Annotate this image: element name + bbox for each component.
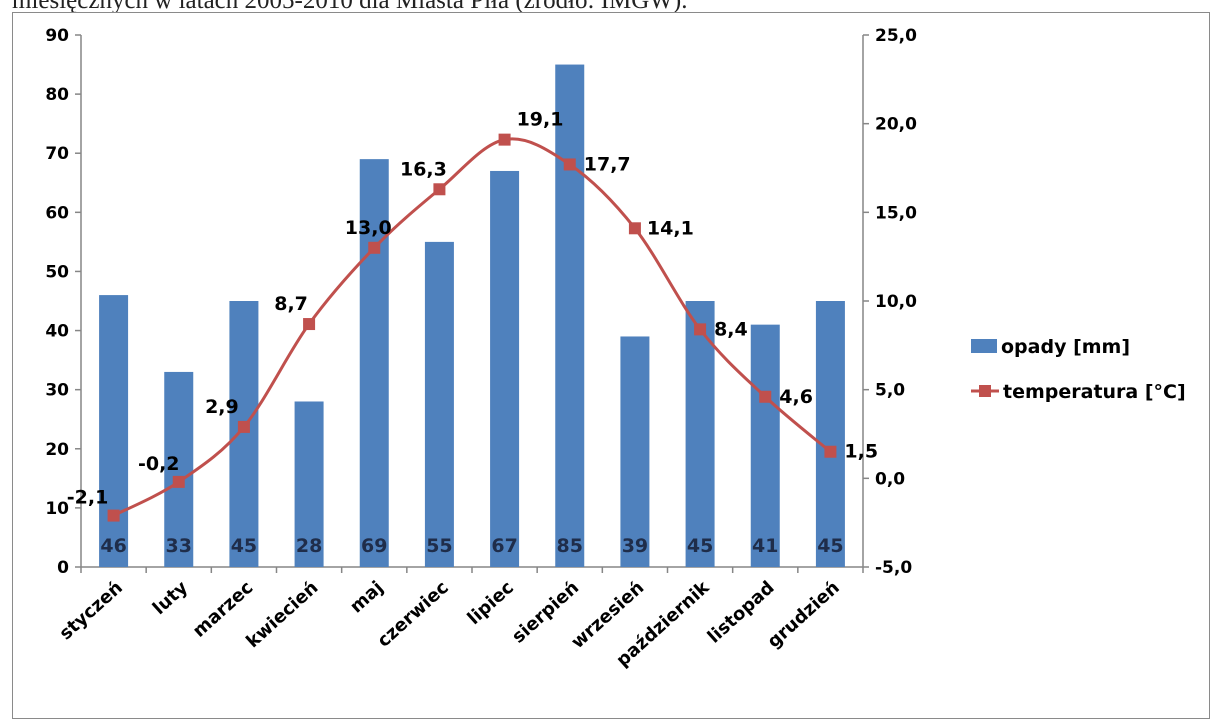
right-tick-label: 10,0 [875, 292, 917, 312]
left-tick-label: 70 [45, 144, 69, 164]
precipitation-bars [99, 64, 845, 568]
precipitation-bar [685, 301, 715, 567]
temperature-data-label: 19,1 [517, 109, 564, 131]
legend-label-temperature: temperatura [°C] [1003, 381, 1186, 403]
left-tick-label: 90 [45, 26, 69, 46]
left-tick-label: 40 [45, 322, 69, 342]
precipitation-bar [424, 241, 454, 567]
bar-data-label: 28 [296, 535, 322, 557]
temperature-data-label: 14,1 [647, 217, 694, 239]
left-tick-label: 20 [45, 440, 69, 460]
right-tick-label: 0,0 [875, 469, 905, 489]
temperature-marker [824, 445, 837, 458]
bar-data-label: 39 [622, 535, 648, 557]
temperature-marker [759, 390, 772, 403]
legend-swatch-precipitation [971, 339, 997, 353]
bar-data-label: 41 [752, 535, 778, 557]
bar-data-label: 85 [557, 535, 583, 557]
temperature-data-label: -2,1 [67, 487, 109, 509]
temperature-series [107, 133, 837, 522]
bar-data-label: 45 [817, 535, 843, 557]
figure-caption: miesięcznych w latach 2005-2010 dla Mias… [12, 0, 688, 14]
precipitation-bar [815, 301, 845, 567]
precipitation-bar [359, 159, 389, 567]
right-tick-label: 15,0 [875, 203, 917, 223]
legend-marker-temperature [979, 385, 991, 397]
left-tick-label: 0 [57, 558, 69, 578]
axes: 0 10 20 30 40 50 60 70 80 90 -5,0 0,0 5,0 10,0 15,0 20,… [45, 26, 917, 671]
combo-chart: 0 10 20 30 40 50 60 70 80 90 -5,0 0,0 5,0 10,0 15,0 20,… [45, 26, 1186, 671]
precipitation-bar [229, 301, 259, 567]
temperature-marker [694, 323, 707, 336]
left-tick-label: 10 [45, 499, 69, 519]
left-tick-label: 80 [45, 85, 69, 105]
temperature-marker [628, 222, 641, 235]
precipitation-bar [620, 336, 650, 567]
precipitation-bar-labels: 46 33 45 28 69 55 67 85 39 45 41 45 [100, 535, 843, 557]
chart-legend: opady [mm] temperatura [°C] [971, 336, 1186, 403]
temperature-data-label: 13,0 [345, 217, 392, 239]
precipitation-bar [750, 324, 780, 567]
precipitation-bar [555, 64, 585, 568]
legend-label-precipitation: opady [mm] [1001, 336, 1130, 358]
chart-area: 0 10 20 30 40 50 60 70 80 90 -5,0 0,0 5,0 10,0 15,0 20,… [12, 12, 1210, 719]
precipitation-bar [490, 170, 520, 567]
bar-data-label: 55 [426, 535, 452, 557]
temperature-data-label: 8,4 [714, 318, 748, 340]
temperature-data-label: -0,2 [138, 453, 180, 475]
category-label: luty [149, 577, 192, 619]
category-label: czerwiec [373, 577, 452, 651]
bar-data-label: 45 [231, 535, 257, 557]
temperature-data-label: 17,7 [584, 153, 631, 175]
temperature-data-label: 8,7 [274, 293, 308, 315]
right-tick-label: 20,0 [875, 115, 917, 135]
bar-data-label: 69 [361, 535, 387, 557]
temperature-marker [107, 509, 120, 522]
category-label: lipiec [464, 577, 518, 629]
temperature-data-label: 2,9 [205, 396, 239, 418]
temperature-data-labels: -2,1 -0,2 2,9 8,7 13,0 16,3 19,1 17,7 14,1 8,4 4,6… [67, 109, 878, 509]
right-tick-label: 5,0 [875, 381, 905, 401]
temperature-marker [368, 241, 381, 254]
temperature-marker [172, 475, 185, 488]
precipitation-bar [164, 371, 194, 567]
bar-data-label: 67 [491, 535, 517, 557]
temperature-data-label: 4,6 [779, 386, 813, 408]
temperature-marker [237, 420, 250, 433]
temperature-marker [303, 318, 316, 331]
temperature-data-label: 16,3 [400, 158, 447, 180]
bar-data-label: 46 [100, 535, 126, 557]
left-tick-label: 50 [45, 262, 69, 282]
right-tick-label: 25,0 [875, 26, 917, 46]
precipitation-bar [294, 401, 324, 567]
temperature-marker [498, 133, 511, 146]
temperature-data-label: 1,5 [844, 441, 878, 463]
category-label: kwiecień [242, 577, 322, 652]
category-label: grudzień [763, 577, 843, 652]
right-tick-label: -5,0 [875, 558, 912, 578]
left-tick-label: 30 [45, 381, 69, 401]
category-label: maj [346, 577, 388, 617]
category-label: styczeń [55, 577, 126, 644]
left-tick-label: 60 [45, 203, 69, 223]
temperature-marker [563, 158, 576, 171]
precipitation-bar [99, 295, 129, 567]
bar-data-label: 33 [166, 535, 192, 557]
temperature-marker [433, 183, 446, 196]
bar-data-label: 45 [687, 535, 713, 557]
